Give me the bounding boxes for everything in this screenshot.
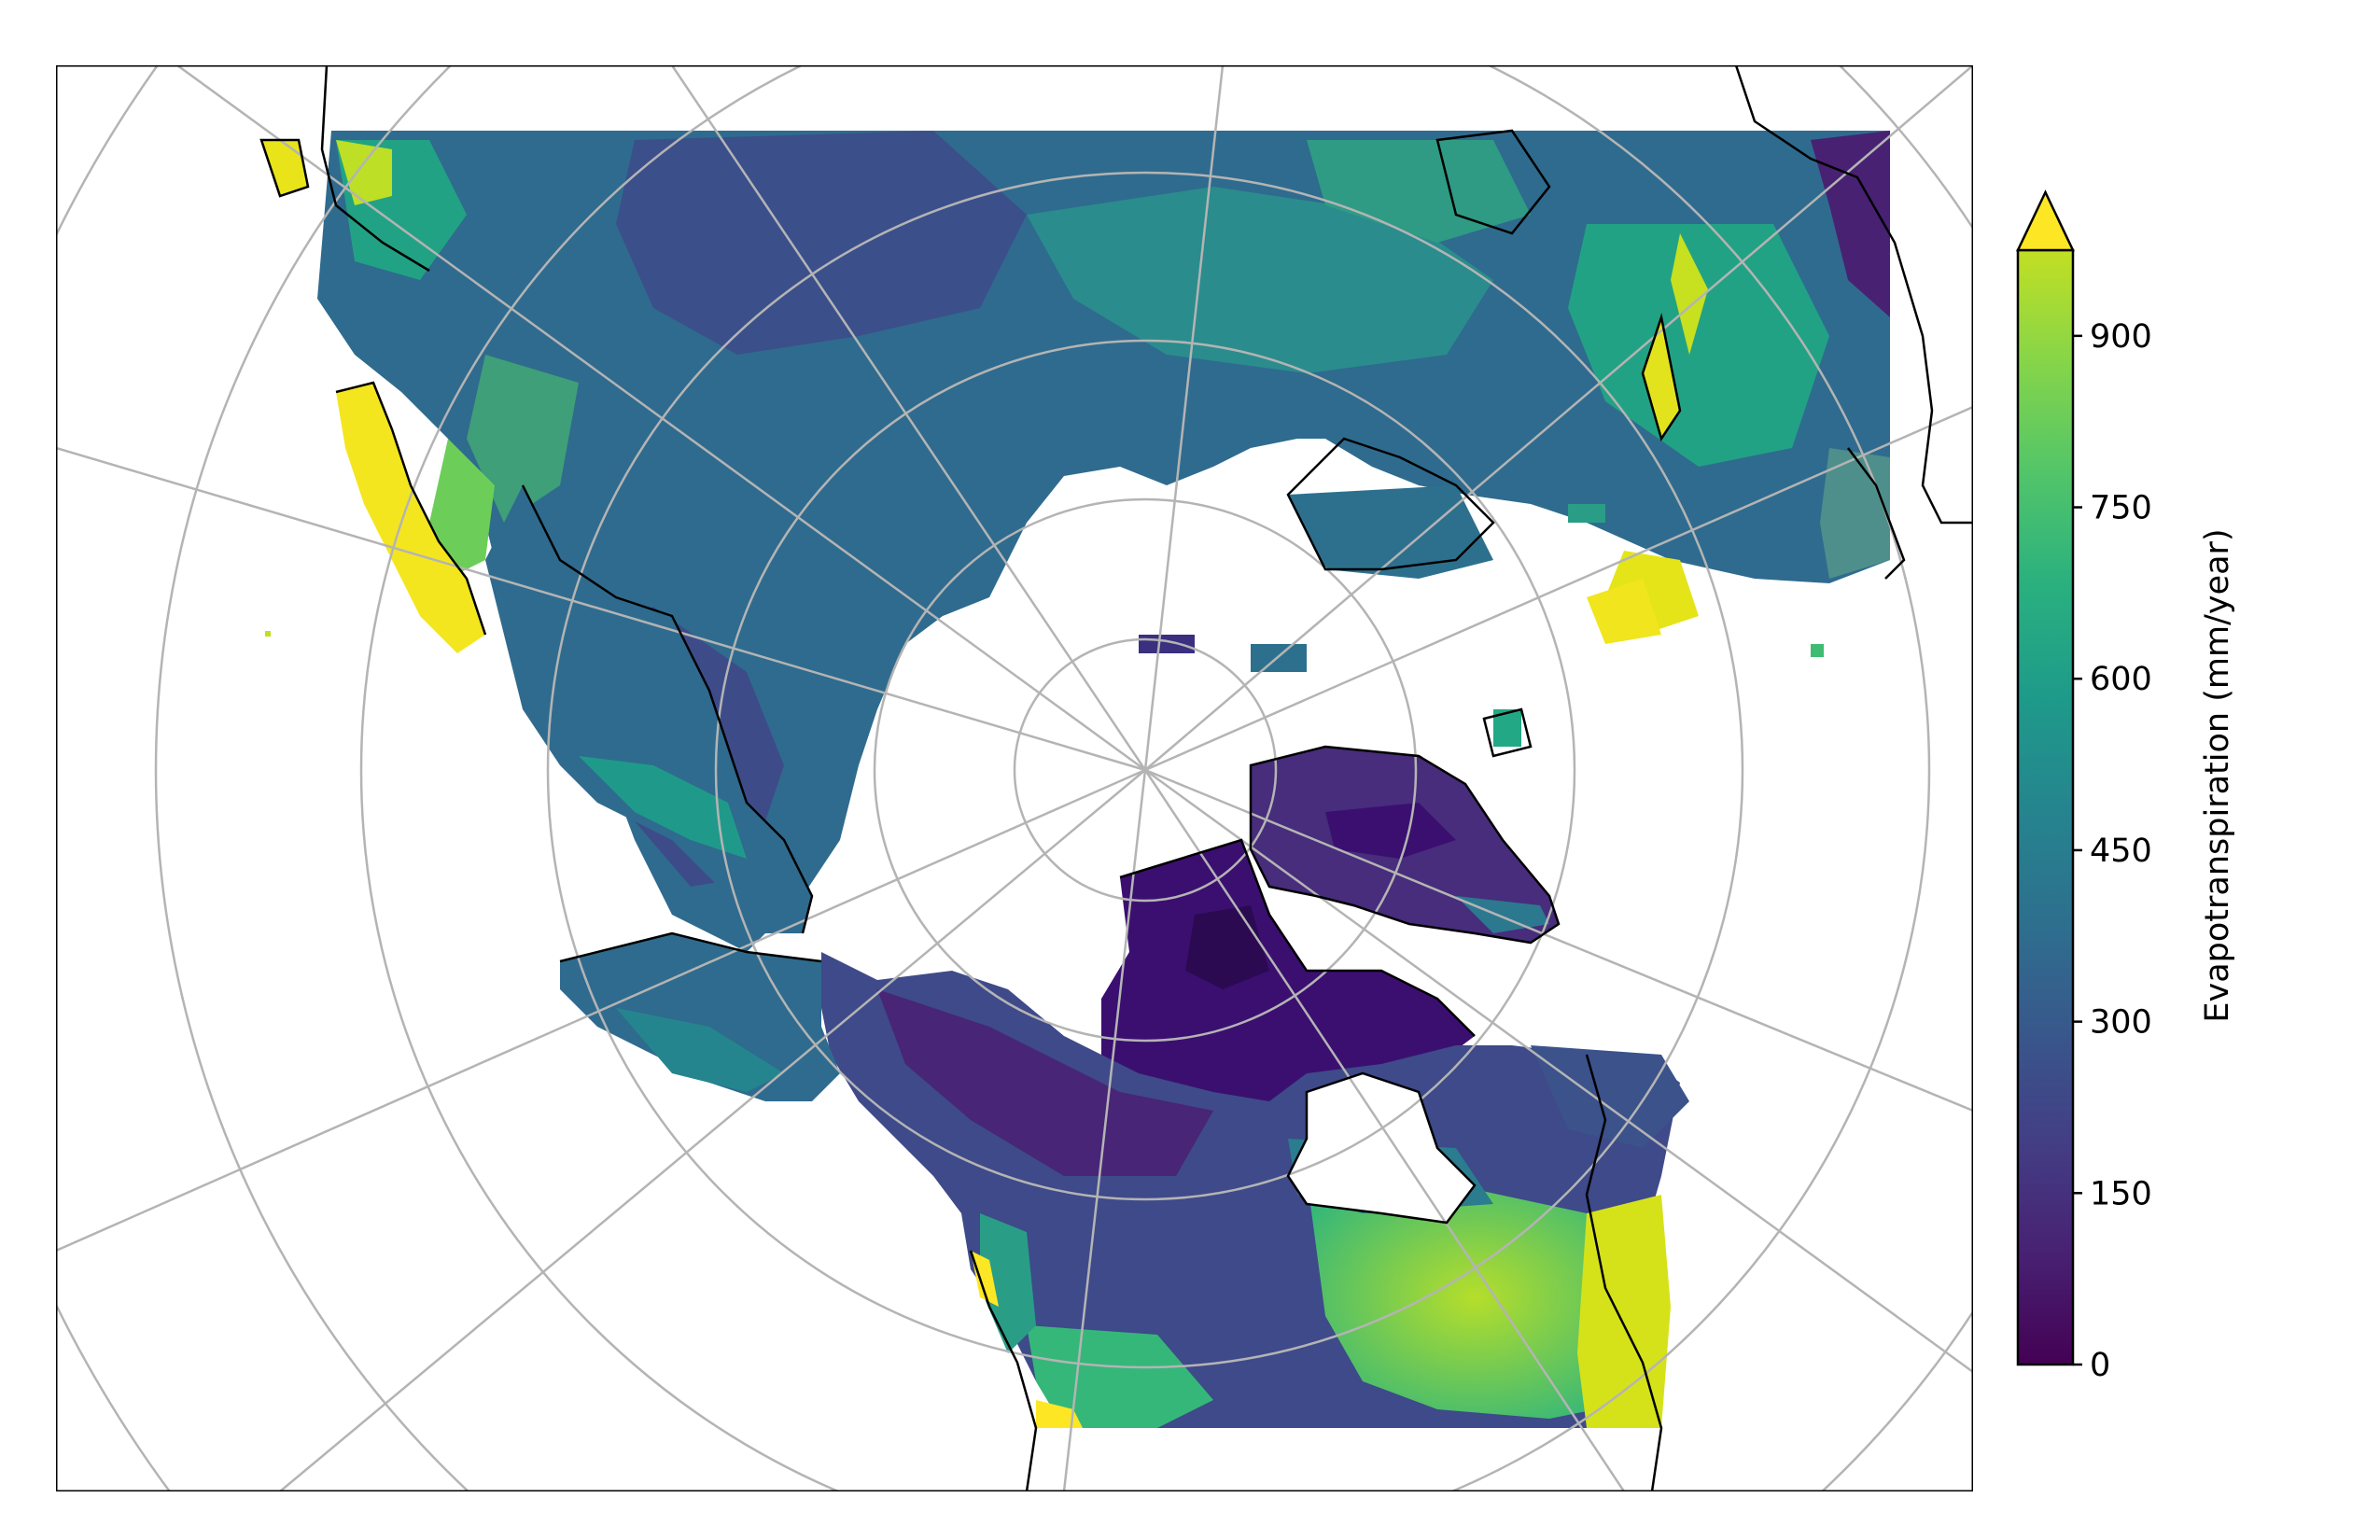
coastlines <box>259 65 1973 1491</box>
colorbar-tick-label: 300 <box>2090 1004 2152 1042</box>
colorbar-label: Evapotranspiration (mm/year) <box>2199 528 2236 1022</box>
colorbar-tick-label: 750 <box>2090 490 2152 527</box>
colorbar-ticks: 0 150 300 450 600 750 900 <box>2073 318 2152 1384</box>
colorbar-tick-label: 150 <box>2090 1175 2152 1212</box>
colorbar-tick-label: 600 <box>2090 661 2152 698</box>
hudson-bay <box>1288 1073 1475 1223</box>
colorbar-extend-arrow <box>2016 189 2075 252</box>
alaska-region <box>560 933 840 1101</box>
colorbar-tick-label: 0 <box>2090 1347 2110 1384</box>
colorbar-body <box>2016 248 2075 1366</box>
colorbar-tick-label: 450 <box>2090 833 2152 870</box>
east-asia-coast <box>429 439 812 933</box>
arctic-ocean <box>868 476 1512 961</box>
colorbar: 0 150 300 450 600 750 900 Evapotranspiration (… <box>2016 189 2236 1384</box>
colorbar-tick-label: 900 <box>2090 318 2152 356</box>
japan-yellow <box>261 140 485 653</box>
